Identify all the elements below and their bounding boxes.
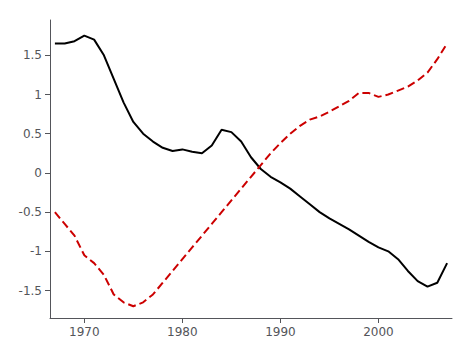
svg-text:2000: 2000 <box>363 325 394 339</box>
svg-text:1: 1 <box>34 88 42 102</box>
svg-text:1.5: 1.5 <box>23 48 42 62</box>
svg-text:-1.5: -1.5 <box>19 284 42 298</box>
svg-text:0.5: 0.5 <box>23 127 42 141</box>
svg-text:-0.5: -0.5 <box>19 205 42 219</box>
svg-text:1990: 1990 <box>265 325 296 339</box>
svg-text:1980: 1980 <box>167 325 198 339</box>
svg-text:0: 0 <box>34 166 42 180</box>
svg-text:-1: -1 <box>30 244 42 258</box>
svg-text:1970: 1970 <box>69 325 100 339</box>
